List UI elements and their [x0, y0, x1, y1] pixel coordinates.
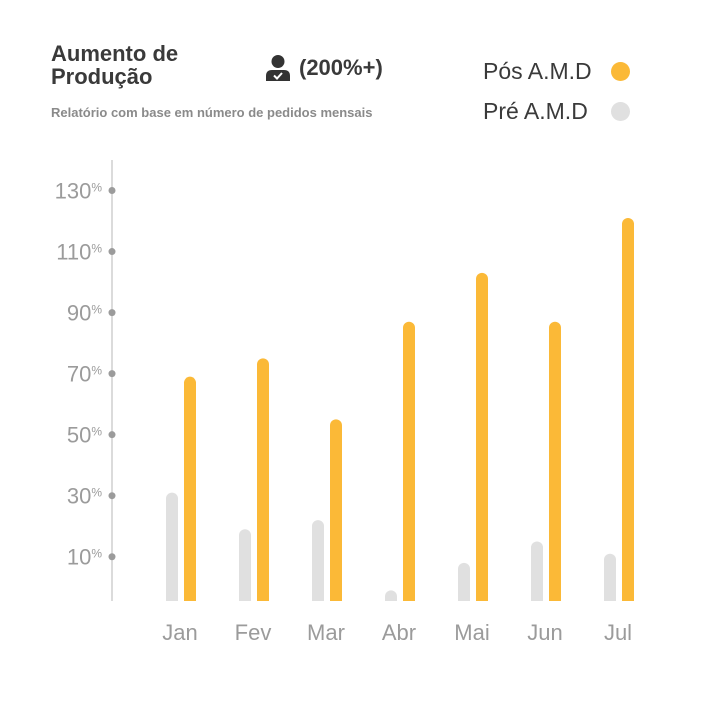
- x-tick-label: Jul: [604, 620, 632, 645]
- y-tick-dot: [108, 187, 116, 195]
- bar-pre-mar: [312, 520, 324, 601]
- bar-pre-fev: [239, 529, 251, 601]
- bar-pos-mai: [476, 272, 488, 601]
- user-check-icon: [266, 55, 290, 81]
- y-tick-dot: [108, 553, 116, 561]
- x-tick-label: Abr: [382, 620, 416, 645]
- x-tick-label: Mai: [454, 620, 489, 645]
- bar-pos-abr: [403, 321, 415, 601]
- bar-pos-fev: [257, 358, 269, 601]
- growth-badge-value: (200%+): [299, 55, 383, 80]
- y-tick-label: 110%: [56, 240, 102, 265]
- legend-label-pos: Pós A.M.D: [483, 57, 592, 84]
- chart-title: Aumento de Produção: [51, 41, 179, 89]
- bar-pos-jul: [622, 217, 634, 601]
- y-tick-dot: [108, 431, 116, 439]
- growth-badge: (200%+): [265, 54, 383, 82]
- bar-pos-jan: [184, 376, 196, 601]
- bar-pos-jun: [549, 321, 561, 601]
- legend-dot-pre: [611, 101, 630, 121]
- y-tick-label: 10%: [67, 545, 102, 570]
- y-tick-dot: [108, 248, 116, 256]
- y-tick-dot: [108, 492, 116, 500]
- legend-label-pre: Pré A.M.D: [483, 97, 588, 124]
- x-tick-label: Jun: [527, 620, 562, 645]
- bar-pre-jul: [604, 553, 616, 601]
- y-tick-dot: [108, 370, 116, 378]
- y-tick-label: 70%: [67, 362, 102, 387]
- y-tick-label: 50%: [67, 423, 102, 448]
- x-tick-label: Mar: [307, 620, 345, 645]
- x-tick-label: Jan: [162, 620, 197, 645]
- y-tick-label: 90%: [67, 301, 102, 326]
- y-tick-dot: [108, 309, 116, 317]
- bar-pos-mar: [330, 419, 342, 601]
- y-tick-label: 130%: [55, 179, 103, 204]
- bar-pre-abr: [385, 590, 397, 601]
- bar-pre-jun: [531, 541, 543, 601]
- y-tick-label: 30%: [67, 484, 102, 509]
- x-tick-label: Fev: [235, 620, 272, 645]
- chart-subtitle: Relatório com base em número de pedidos …: [51, 105, 373, 120]
- legend-item-pos: Pós A.M.D: [483, 51, 630, 91]
- legend: Pós A.M.D Pré A.M.D: [483, 51, 630, 131]
- bar-pre-mai: [458, 562, 470, 601]
- legend-dot-pos: [611, 61, 630, 81]
- legend-item-pre: Pré A.M.D: [483, 91, 630, 131]
- bar-pre-jan: [166, 492, 178, 601]
